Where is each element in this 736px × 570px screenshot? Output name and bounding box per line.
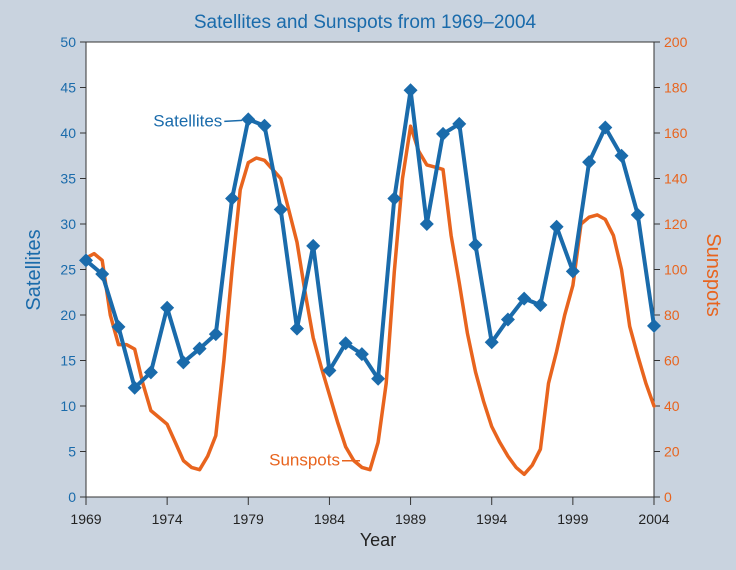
y-right-tick-label: 40 <box>664 398 680 414</box>
x-tick-label: 1984 <box>314 511 345 527</box>
data-point-satellites <box>208 327 223 342</box>
plot-area <box>85 41 655 498</box>
data-point-satellites <box>273 202 288 217</box>
y-left-tick-label: 10 <box>60 398 76 414</box>
data-point-satellites <box>111 319 126 334</box>
data-point-satellites <box>95 267 110 282</box>
y-left-tick-label: 5 <box>68 444 76 460</box>
data-point-satellites <box>241 112 256 127</box>
y-axis-left-label: Satellites <box>23 229 45 310</box>
y-right-tick-label: 120 <box>664 216 688 232</box>
data-point-satellites <box>387 191 402 206</box>
data-point-satellites <box>160 300 175 315</box>
data-point-satellites <box>500 312 515 327</box>
y-right-tick-label: 140 <box>664 171 688 187</box>
data-point-satellites <box>549 219 564 234</box>
chart-title: Satellites and Sunspots from 1969–2004 <box>194 12 537 33</box>
axes-layer: 0 5 10 15 20 25 30 35 40 45 50 0 20 40 60 80 100 120 140 16… <box>60 34 687 527</box>
data-point-satellites <box>354 347 369 362</box>
y-left-tick-label: 40 <box>60 125 76 141</box>
y-left-tick-label: 25 <box>60 262 76 278</box>
x-tick-label: 1989 <box>395 511 426 527</box>
y-right-tick-label: 80 <box>664 307 680 323</box>
data-point-satellites <box>127 380 142 395</box>
annotation-satellites-leader <box>224 119 243 123</box>
data-point-satellites <box>225 191 240 206</box>
data-point-satellites <box>647 318 661 333</box>
x-tick-label: 1974 <box>152 511 183 527</box>
x-axis-label: Year <box>360 530 396 550</box>
y-left-tick-label: 45 <box>60 80 76 96</box>
y-left-tick-label: 35 <box>60 171 76 187</box>
data-point-satellites <box>371 371 386 386</box>
data-point-satellites <box>403 83 418 98</box>
annotation-sunspots: Sunspots <box>269 451 340 470</box>
x-tick-label: 1999 <box>557 511 588 527</box>
data-point-satellites <box>565 264 580 279</box>
data-point-satellites <box>306 238 321 253</box>
data-point-satellites <box>436 126 451 141</box>
y-right-tick-label: 100 <box>664 262 688 278</box>
data-point-satellites <box>338 336 353 351</box>
data-point-satellites <box>582 155 597 170</box>
data-point-satellites <box>452 116 467 131</box>
y-right-tick-label: 180 <box>664 80 688 96</box>
data-point-satellites <box>257 118 272 133</box>
series-line-sunspots <box>84 124 656 477</box>
y-right-tick-label: 20 <box>664 444 680 460</box>
data-point-satellites <box>79 253 93 268</box>
data-point-satellites <box>533 297 548 312</box>
data-point-satellites <box>143 365 158 380</box>
y-left-tick-label: 30 <box>60 216 76 232</box>
data-point-satellites <box>468 237 483 252</box>
y-right-tick-label: 200 <box>664 34 688 50</box>
y-right-tick-label: 0 <box>664 489 672 505</box>
y-right-tick-label: 60 <box>664 353 680 369</box>
y-left-tick-label: 50 <box>60 34 76 50</box>
data-point-satellites <box>630 207 645 222</box>
y-left-tick-label: 15 <box>60 353 76 369</box>
y-left-tick-label: 0 <box>68 489 76 505</box>
data-point-satellites <box>614 148 629 163</box>
annotation-layer: Satellites Sunspots <box>153 111 360 470</box>
x-tick-label: 1994 <box>476 511 507 527</box>
y-axis-right-label: Sunspots <box>702 233 724 316</box>
data-point-satellites <box>176 355 191 370</box>
y-right-tick-label: 160 <box>664 125 688 141</box>
series-layer <box>79 83 661 477</box>
data-point-satellites <box>598 120 613 135</box>
y-left-tick-label: 20 <box>60 307 76 323</box>
data-point-satellites <box>289 321 304 336</box>
x-tick-label: 1969 <box>70 511 101 527</box>
annotation-satellites: Satellites <box>153 111 222 130</box>
series-line-satellites <box>84 88 656 390</box>
x-tick-label: 1979 <box>233 511 264 527</box>
data-point-satellites <box>419 217 434 231</box>
data-point-satellites <box>322 363 337 378</box>
data-point-satellites <box>484 335 499 350</box>
data-point-satellites <box>192 341 207 356</box>
data-point-satellites <box>517 291 532 306</box>
x-tick-label: 2004 <box>638 511 669 527</box>
